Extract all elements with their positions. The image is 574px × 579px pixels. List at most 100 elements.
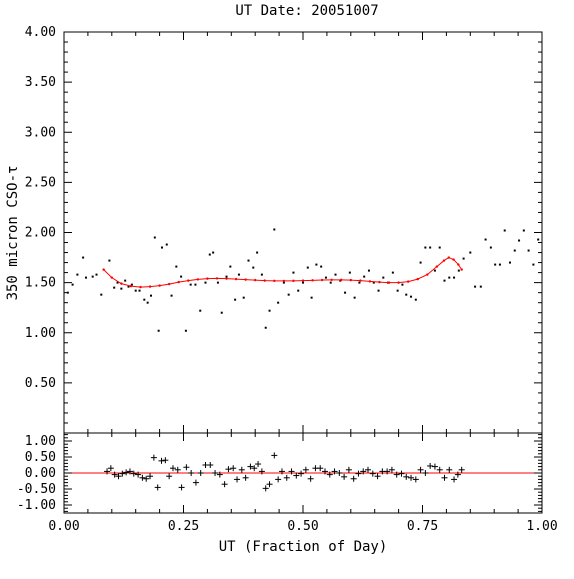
tau-point: [130, 283, 133, 286]
top-plot-frame: [63, 31, 543, 434]
fit-point: [263, 279, 266, 282]
residual-ytick-label: -0.50: [17, 482, 56, 497]
tau-point: [165, 243, 168, 246]
tau-point: [297, 289, 300, 292]
residual-point: [255, 461, 262, 468]
tau-point: [170, 294, 173, 297]
fit-point: [120, 282, 123, 285]
residual-point: [207, 462, 214, 468]
residual-point: [427, 462, 434, 469]
y-axis-label: 350 micron CSO-τ: [5, 166, 21, 301]
residual-ytick-label: 0.00: [25, 466, 56, 481]
tau-point: [175, 265, 178, 268]
residual-point: [216, 471, 223, 478]
tau-point: [498, 263, 501, 266]
residual-point: [454, 471, 461, 478]
fit-point: [129, 284, 133, 288]
tau-point: [212, 251, 215, 254]
fit-point: [301, 279, 305, 282]
xtick-label: 1.00: [526, 519, 557, 534]
tau-point: [329, 281, 332, 284]
fit-point: [110, 276, 114, 279]
fit-point: [452, 258, 455, 261]
tau-point: [527, 249, 530, 252]
tau-point: [315, 263, 318, 266]
residual-point: [169, 465, 176, 472]
tau-point: [532, 263, 535, 266]
fit-point: [426, 273, 429, 276]
fit-point: [292, 279, 295, 283]
tau-point: [277, 301, 280, 304]
residual-point: [178, 484, 185, 491]
residual-point: [321, 468, 328, 475]
tau-point: [433, 269, 436, 272]
tau-point: [306, 266, 309, 269]
fit-point: [311, 279, 314, 282]
tau-point: [113, 286, 116, 289]
residual-ytick-label: 1.00: [25, 434, 56, 449]
fit-point: [273, 279, 276, 283]
tau-point: [268, 309, 271, 312]
fit-point: [416, 277, 419, 281]
tau-point: [260, 273, 263, 276]
tau-point: [302, 281, 304, 284]
residual-point: [212, 470, 219, 476]
residual-point: [307, 475, 314, 482]
tau-point: [372, 281, 375, 284]
tau-point: [401, 283, 404, 286]
fit-point: [349, 278, 352, 282]
residual-point: [431, 463, 438, 470]
tau-point: [194, 283, 197, 286]
top-fit-curve: [102, 256, 463, 289]
residual-point: [345, 466, 352, 473]
residual-point: [154, 484, 161, 491]
residual-point: [242, 474, 249, 481]
tau-point: [503, 229, 506, 232]
residual-point: [317, 465, 324, 472]
tau-point: [474, 285, 477, 288]
residual-point: [158, 457, 165, 464]
tau-point: [282, 281, 285, 284]
tau-point: [367, 269, 370, 272]
fit-point: [196, 278, 200, 281]
tau-point: [513, 249, 516, 252]
top-y-tick-labels: 0.50 1.00 1.50 2.00 2.50 3.00 3.50 4.00: [25, 25, 56, 391]
tau-point: [234, 298, 237, 301]
tau-point: [363, 275, 366, 278]
tau-point: [100, 293, 103, 296]
tau-point: [66, 291, 69, 294]
x-axis-label: UT (Fraction of Day): [219, 539, 388, 555]
tau-point: [84, 276, 87, 279]
xtick-label: 0.00: [48, 519, 79, 534]
residual-point: [221, 481, 228, 488]
residual-point: [341, 473, 348, 480]
tau-point: [310, 296, 313, 299]
residual-point: [262, 485, 269, 492]
tau-point: [479, 285, 482, 288]
fit-point: [442, 259, 446, 262]
tau-point: [508, 261, 511, 264]
residual-point: [123, 469, 130, 476]
tau-point: [157, 329, 160, 332]
tau-point: [229, 265, 232, 268]
residual-point: [104, 468, 111, 475]
residual-point: [350, 475, 357, 482]
residual-ytick-label: -1.00: [17, 498, 56, 513]
residual-point: [331, 468, 338, 475]
fit-point: [340, 278, 343, 282]
residual-point: [355, 470, 362, 477]
tau-point: [469, 251, 472, 254]
residual-point: [174, 466, 181, 473]
tau-point: [91, 275, 94, 278]
top-ytick-label: 3.00: [25, 125, 56, 140]
fit-point: [177, 280, 180, 284]
residual-point: [278, 468, 285, 475]
tau-point: [204, 281, 207, 284]
residual-point: [119, 470, 126, 477]
fit-point: [234, 277, 238, 281]
residual-point: [393, 471, 400, 478]
residual-point: [183, 464, 190, 471]
fit-point: [215, 277, 219, 280]
tau-point: [71, 283, 74, 286]
